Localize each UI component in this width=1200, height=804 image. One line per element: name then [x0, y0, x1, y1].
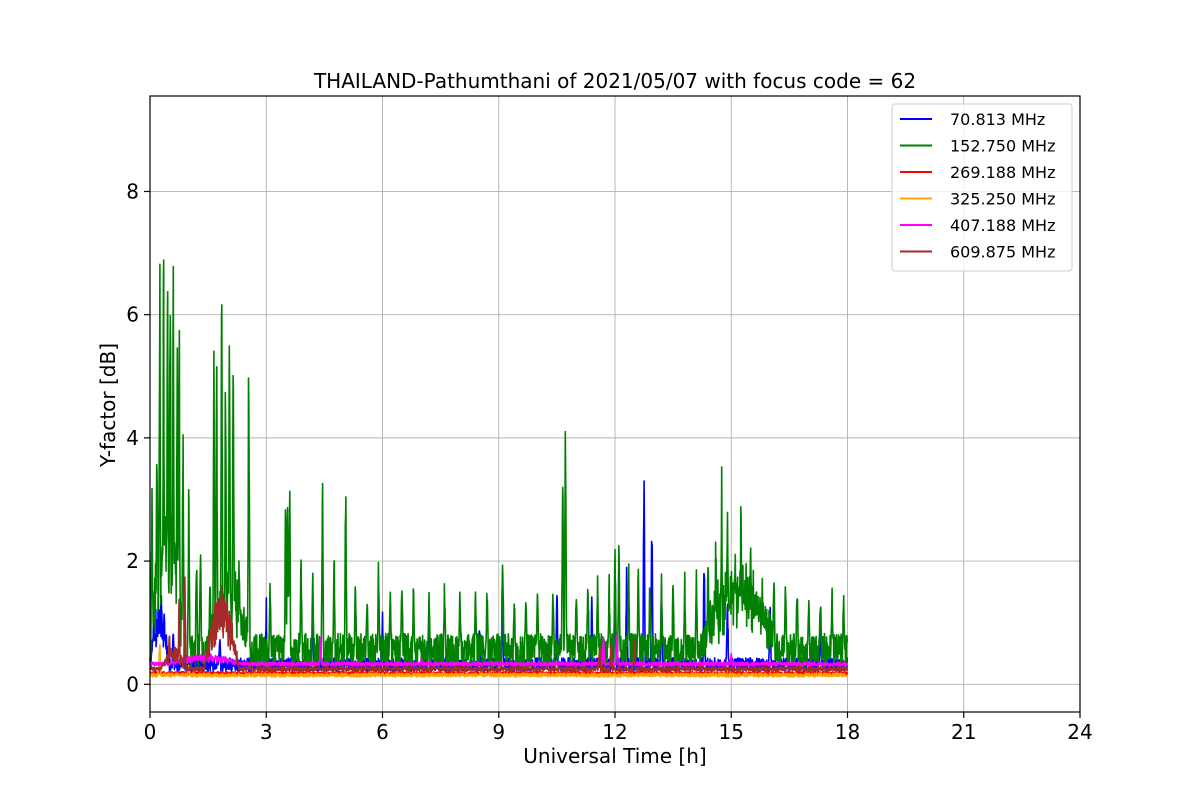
legend-label: 325.250 MHz: [950, 190, 1055, 209]
x-tick-label: 15: [719, 720, 744, 744]
series-line: [149, 643, 849, 678]
series-line: [149, 634, 849, 667]
y-tick-label: 8: [126, 179, 139, 203]
x-tick-label: 12: [602, 720, 627, 744]
x-tick-label: 0: [144, 720, 157, 744]
x-tick-label: 24: [1067, 720, 1092, 744]
legend-label: 407.188 MHz: [950, 216, 1055, 235]
legend: 70.813 MHz 152.750 MHz 269.188 MHz 325.250 …: [891, 103, 1073, 272]
series-line: [149, 576, 849, 672]
legend-label: 152.750 MHz: [950, 137, 1055, 156]
x-tick-label: 6: [376, 720, 389, 744]
legend-label: 609.875 MHz: [950, 243, 1055, 262]
legend-label: 269.188 MHz: [950, 163, 1055, 182]
chart-title: THAILAND-Pathumthani of 2021/05/07 with …: [313, 69, 916, 93]
y-axis-label: Y-factor [dB]: [96, 343, 120, 468]
x-tick-label: 9: [492, 720, 505, 744]
y-tick-label: 2: [126, 549, 139, 573]
x-tick-label: 21: [951, 720, 976, 744]
series-layer: [149, 259, 849, 678]
x-tick-label: 18: [835, 720, 860, 744]
legend-label: 70.813 MHz: [950, 110, 1045, 129]
legend-box: [891, 103, 1073, 272]
y-tick-label: 6: [126, 303, 139, 327]
x-tick-label: 3: [260, 720, 273, 744]
x-axis-label: Universal Time [h]: [523, 744, 706, 768]
y-tick-label: 4: [126, 426, 139, 450]
y-tick-label: 0: [126, 672, 139, 696]
